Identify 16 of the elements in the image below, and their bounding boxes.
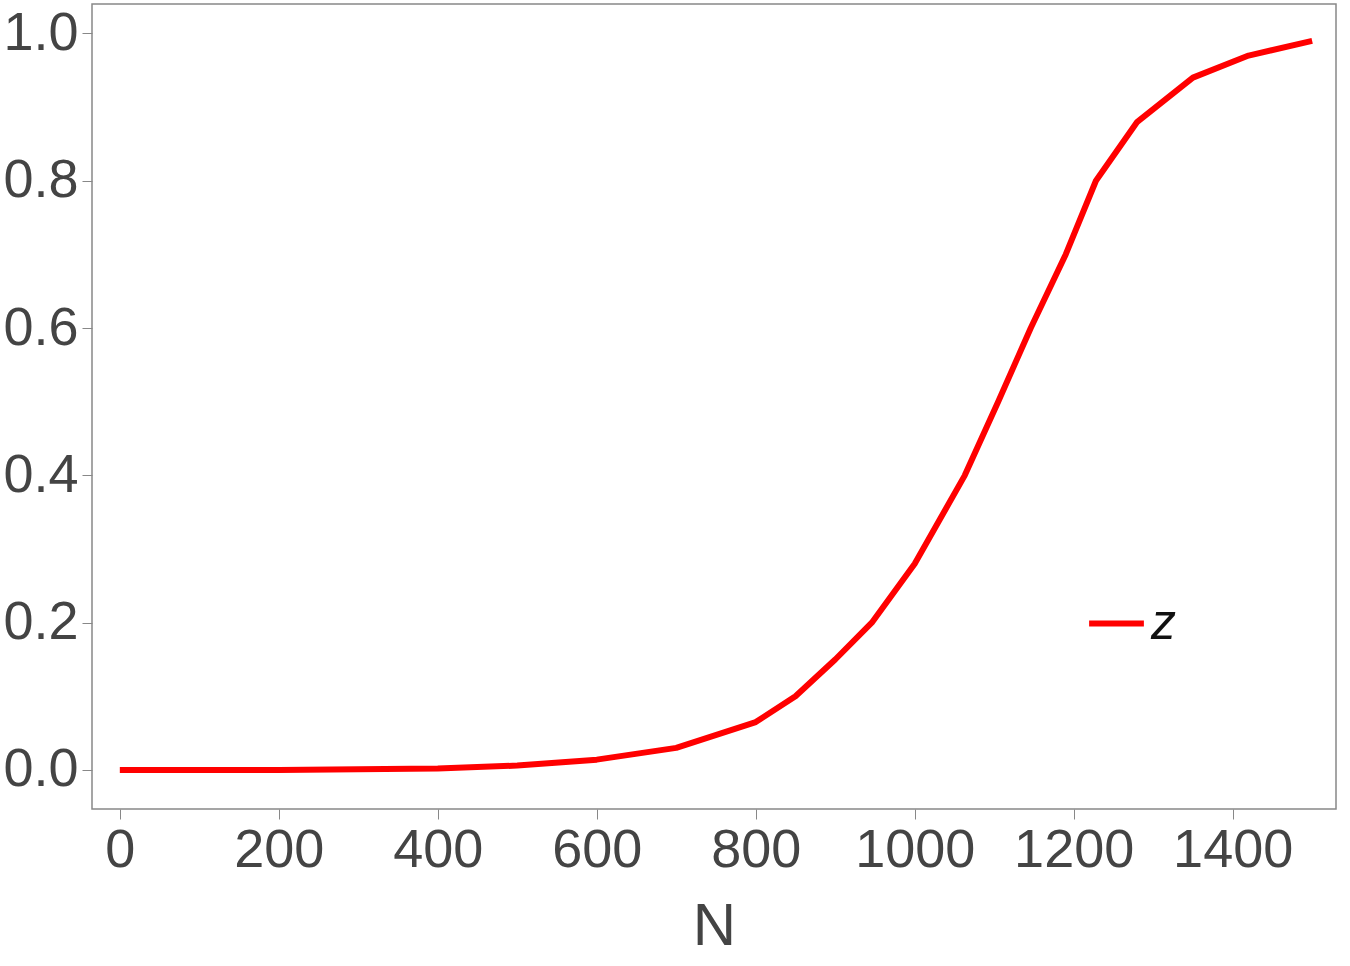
y-tick-label: 0.8 xyxy=(3,148,79,209)
y-tick-label: 0.0 xyxy=(3,737,79,798)
x-tick-label: 600 xyxy=(552,817,643,878)
x-tick-label: 800 xyxy=(711,817,802,878)
x-axis-title: N xyxy=(692,890,737,958)
x-tick-label: 1000 xyxy=(855,817,976,878)
x-tick-label: 0 xyxy=(105,817,136,878)
y-tick-label: 0.4 xyxy=(3,442,79,503)
y-tick-label: 0.2 xyxy=(3,590,79,651)
x-tick-label: 200 xyxy=(234,817,325,878)
x-tick-label: 1400 xyxy=(1173,817,1294,878)
legend-label: z xyxy=(1150,593,1176,650)
y-tick-label: 0.6 xyxy=(3,295,79,356)
y-tick-label: 1.0 xyxy=(3,0,79,61)
x-tick-label: 1200 xyxy=(1014,817,1135,878)
x-tick-label: 400 xyxy=(393,817,484,878)
